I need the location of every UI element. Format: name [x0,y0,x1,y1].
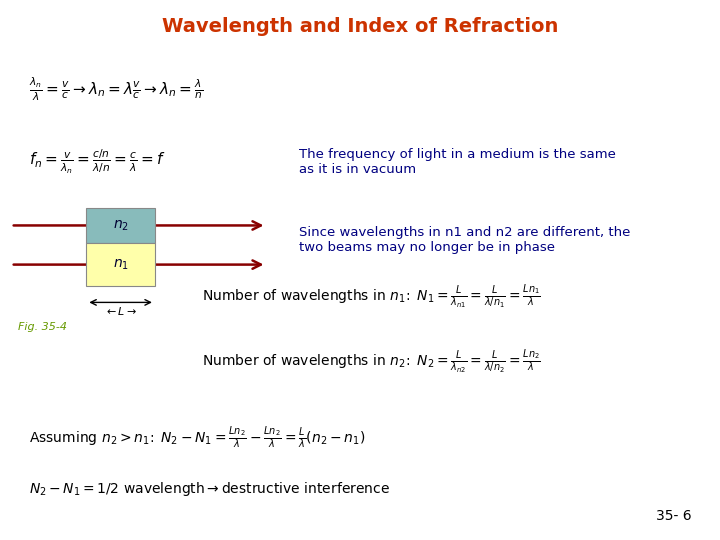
Text: $\leftarrow L \rightarrow$: $\leftarrow L \rightarrow$ [104,305,137,317]
Text: 35- 6: 35- 6 [656,509,691,523]
Text: $f_n = \frac{v}{\lambda_n} = \frac{c/n}{\lambda/n} = \frac{c}{\lambda} = f$: $f_n = \frac{v}{\lambda_n} = \frac{c/n}{… [29,148,166,176]
Text: $\frac{\lambda_n}{\lambda} = \frac{v}{c} \rightarrow \lambda_n = \lambda\frac{v}: $\frac{\lambda_n}{\lambda} = \frac{v}{c}… [29,76,203,103]
Text: $n_2$: $n_2$ [112,218,129,233]
Text: Wavelength and Index of Refraction: Wavelength and Index of Refraction [162,17,558,37]
Bar [86,208,155,243]
Text: $\mathrm{Assuming\ } n_2 > n_1\!:\; N_2 - N_1 = \frac{Ln_2}{\lambda} - \frac{Ln_: $\mathrm{Assuming\ } n_2 > n_1\!:\; N_2 … [29,424,365,451]
Text: $n_1$: $n_1$ [112,258,129,272]
Text: $N_2 - N_1 = 1/2\ \mathrm{wavelength} \rightarrow \mathrm{destructive\ interfere: $N_2 - N_1 = 1/2\ \mathrm{wavelength} \r… [29,480,390,498]
Text: $\mathrm{Number\ of\ wavelengths\ in\ } n_1\!:\; N_1 = \frac{L}{\lambda_{n1}} = : $\mathrm{Number\ of\ wavelengths\ in\ } … [202,283,541,311]
Text: Fig. 35-4: Fig. 35-4 [18,322,67,332]
Text: Since wavelengths in n1 and n2 are different, the
two beams may no longer be in : Since wavelengths in n1 and n2 are diffe… [299,226,630,254]
Bar [86,243,155,286]
Text: The frequency of light in a medium is the same
as it is in vacuum: The frequency of light in a medium is th… [299,148,616,176]
Text: $\mathrm{Number\ of\ wavelengths\ in\ } n_2\!:\; N_2 = \frac{L}{\lambda_{n2}} = : $\mathrm{Number\ of\ wavelengths\ in\ } … [202,348,541,376]
